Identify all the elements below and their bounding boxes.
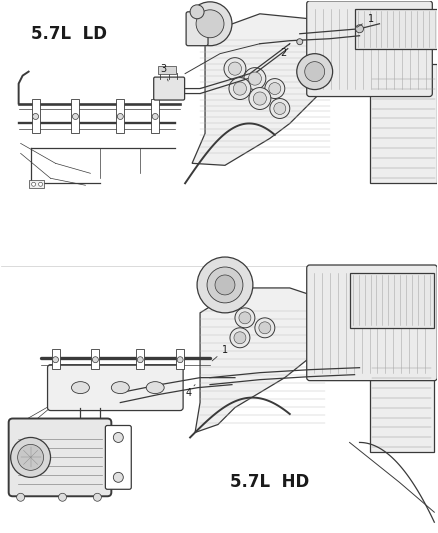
Circle shape bbox=[229, 78, 251, 100]
Bar bbox=[158, 66, 176, 74]
Bar bbox=[28, 180, 43, 188]
Text: 4: 4 bbox=[185, 385, 195, 398]
Ellipse shape bbox=[146, 382, 164, 393]
Circle shape bbox=[117, 114, 124, 119]
Bar bbox=[136, 349, 144, 369]
Text: 5.7L  HD: 5.7L HD bbox=[230, 473, 309, 491]
Circle shape bbox=[32, 114, 39, 119]
Polygon shape bbox=[195, 288, 335, 432]
Circle shape bbox=[239, 312, 251, 324]
Circle shape bbox=[297, 39, 303, 45]
Circle shape bbox=[274, 102, 286, 115]
Circle shape bbox=[17, 493, 25, 501]
Bar bbox=[32, 99, 39, 133]
Ellipse shape bbox=[71, 382, 89, 393]
Text: 1: 1 bbox=[357, 14, 374, 27]
Circle shape bbox=[259, 322, 271, 334]
Circle shape bbox=[11, 438, 50, 478]
Circle shape bbox=[53, 357, 59, 362]
Circle shape bbox=[113, 432, 124, 442]
Circle shape bbox=[32, 182, 35, 186]
Circle shape bbox=[228, 62, 241, 75]
FancyBboxPatch shape bbox=[307, 1, 432, 96]
Bar bbox=[176, 349, 184, 369]
Circle shape bbox=[230, 328, 250, 348]
FancyBboxPatch shape bbox=[154, 77, 184, 100]
FancyBboxPatch shape bbox=[186, 12, 208, 46]
Circle shape bbox=[177, 357, 183, 362]
Polygon shape bbox=[192, 14, 339, 165]
Circle shape bbox=[190, 5, 204, 19]
Bar bbox=[117, 99, 124, 133]
Bar bbox=[151, 99, 159, 133]
Circle shape bbox=[255, 318, 275, 338]
Circle shape bbox=[270, 99, 290, 118]
Circle shape bbox=[249, 87, 271, 109]
Bar bbox=[71, 99, 79, 133]
Circle shape bbox=[297, 54, 332, 90]
Circle shape bbox=[305, 62, 325, 82]
Bar bbox=[52, 349, 60, 369]
Circle shape bbox=[224, 58, 246, 79]
Circle shape bbox=[196, 10, 224, 38]
Bar bbox=[350, 273, 434, 328]
Circle shape bbox=[244, 68, 266, 90]
Circle shape bbox=[197, 257, 253, 313]
Text: 2: 2 bbox=[280, 44, 290, 58]
Circle shape bbox=[93, 493, 101, 501]
Circle shape bbox=[188, 2, 232, 46]
Circle shape bbox=[265, 78, 285, 99]
Circle shape bbox=[39, 182, 42, 186]
Circle shape bbox=[253, 92, 266, 105]
Bar bbox=[92, 349, 99, 369]
Circle shape bbox=[233, 82, 247, 95]
Text: 3: 3 bbox=[160, 63, 168, 81]
Circle shape bbox=[137, 357, 143, 362]
FancyBboxPatch shape bbox=[9, 418, 111, 496]
Ellipse shape bbox=[111, 382, 129, 393]
Bar bbox=[370, 353, 434, 453]
Circle shape bbox=[92, 357, 99, 362]
Circle shape bbox=[235, 308, 255, 328]
FancyBboxPatch shape bbox=[307, 265, 437, 381]
Bar bbox=[370, 63, 437, 183]
Circle shape bbox=[234, 332, 246, 344]
Circle shape bbox=[72, 114, 78, 119]
Text: 5.7L  LD: 5.7L LD bbox=[31, 25, 106, 43]
Circle shape bbox=[356, 25, 364, 33]
Circle shape bbox=[269, 83, 281, 94]
Circle shape bbox=[207, 267, 243, 303]
Circle shape bbox=[152, 114, 158, 119]
FancyBboxPatch shape bbox=[106, 425, 131, 489]
Bar bbox=[355, 9, 438, 49]
Circle shape bbox=[113, 472, 124, 482]
Circle shape bbox=[18, 445, 43, 470]
FancyBboxPatch shape bbox=[48, 365, 183, 410]
Circle shape bbox=[59, 493, 67, 501]
Circle shape bbox=[248, 72, 261, 85]
Circle shape bbox=[215, 275, 235, 295]
Text: 1: 1 bbox=[212, 345, 228, 361]
